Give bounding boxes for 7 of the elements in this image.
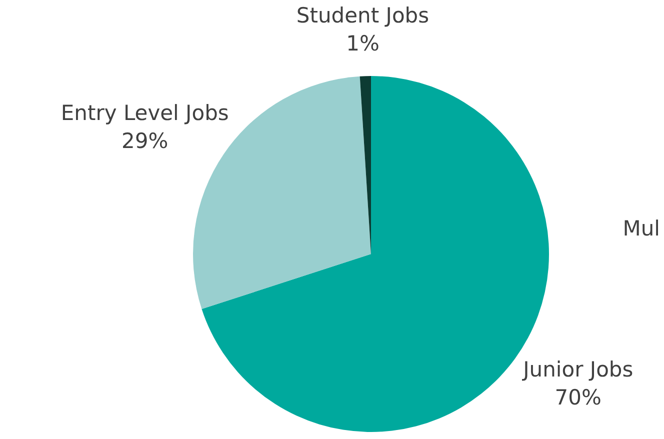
- data-label: 1%: [346, 32, 380, 56]
- slice-label: Student Jobs: [296, 4, 430, 28]
- slice-label: Junior Jobs: [521, 358, 634, 382]
- data-label: 29%: [122, 129, 168, 154]
- data-label: 70%: [554, 386, 602, 410]
- slice-label: Entry Level Jobs: [60, 101, 229, 126]
- text: Mul: [622, 216, 660, 240]
